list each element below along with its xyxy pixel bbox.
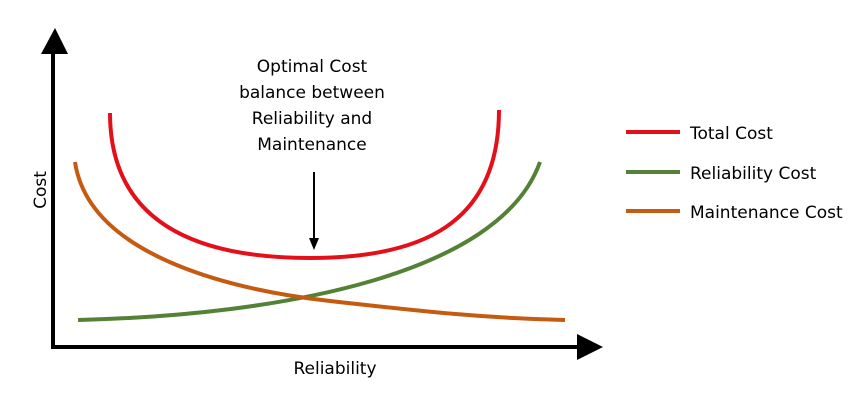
y-axis-arrow-icon bbox=[41, 28, 68, 54]
x-axis-arrow-icon bbox=[577, 334, 603, 360]
arrow-down-icon bbox=[309, 238, 319, 250]
total-cost-curve bbox=[108, 109, 501, 261]
maintenance-cost-curve bbox=[73, 161, 566, 322]
legend-label-total-cost: Total Cost bbox=[689, 124, 773, 144]
y-axis-label: Cost bbox=[31, 171, 51, 209]
legend-label-reliability-cost: Reliability Cost bbox=[690, 164, 817, 184]
svg-text:Maintenance: Maintenance bbox=[257, 135, 366, 155]
svg-text:Optimal Cost: Optimal Cost bbox=[257, 57, 368, 77]
svg-text:Reliability and: Reliability and bbox=[252, 109, 372, 129]
legend: Total Cost Reliability Cost Maintenance … bbox=[626, 124, 843, 223]
svg-text:balance between: balance between bbox=[239, 83, 385, 103]
optimal-cost-annotation: Optimal Cost balance between Reliability… bbox=[239, 57, 385, 155]
reliability-cost-curve bbox=[77, 161, 542, 322]
x-axis-label: Reliability bbox=[293, 359, 376, 379]
legend-label-maintenance-cost: Maintenance Cost bbox=[690, 203, 843, 223]
